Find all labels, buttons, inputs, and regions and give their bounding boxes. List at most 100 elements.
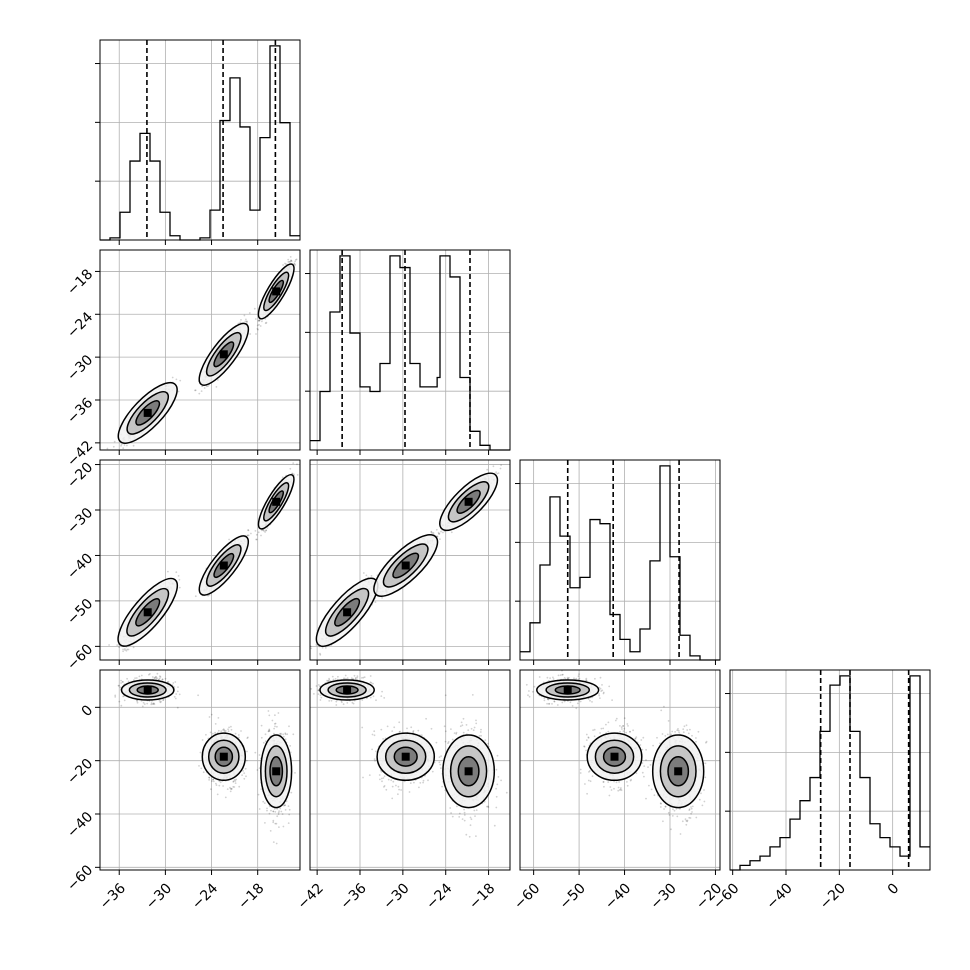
scatter-point <box>194 389 197 392</box>
y-tick-label: −50 <box>64 596 96 628</box>
scatter-point <box>227 730 230 733</box>
scatter-point <box>284 262 286 265</box>
scatter-point <box>262 741 265 744</box>
scatter-point <box>203 387 206 389</box>
scatter-point <box>244 767 247 770</box>
scatter-point <box>277 813 280 816</box>
scatter-point <box>138 675 141 678</box>
scatter-point <box>245 320 248 323</box>
scatter-point <box>205 733 207 736</box>
scatter-point <box>255 533 258 536</box>
scatter-point <box>279 807 282 810</box>
scatter-point <box>152 702 155 705</box>
scatter-point <box>229 790 232 793</box>
scatter-point <box>211 780 213 782</box>
scatter-point <box>271 719 274 722</box>
scatter-point <box>150 703 153 706</box>
scatter-point <box>272 821 275 824</box>
scatter-point <box>257 320 260 322</box>
scatter-point <box>205 385 208 388</box>
scatter-point <box>246 750 248 753</box>
scatter-point <box>286 733 289 736</box>
scatter-point <box>241 774 244 776</box>
scatter-point <box>248 312 251 314</box>
scatter-point <box>112 445 115 448</box>
scatter-point <box>232 786 235 788</box>
panel-3-1: −60−50−40−30−20 <box>64 459 301 674</box>
scatter-point <box>200 390 203 392</box>
density-peak <box>143 408 152 417</box>
scatter-point <box>210 713 213 716</box>
scatter-point <box>260 724 263 727</box>
scatter-point <box>160 700 162 703</box>
scatter-point <box>250 532 252 535</box>
scatter-point <box>117 684 120 687</box>
histogram-2 <box>310 255 510 451</box>
y-tick-label: 0 <box>79 702 97 720</box>
scatter-point <box>280 810 283 813</box>
scatter-point <box>310 647 313 650</box>
scatter-point <box>120 443 123 446</box>
scatter-point <box>290 259 292 262</box>
scatter-point <box>194 595 197 598</box>
scatter-point <box>222 785 225 787</box>
scatter-point <box>287 822 290 824</box>
scatter-point <box>224 796 227 799</box>
scatter-point <box>243 314 246 317</box>
scatter-point <box>260 736 263 739</box>
scatter-point <box>255 333 257 335</box>
scatter-point <box>288 725 290 728</box>
scatter-point <box>295 258 298 261</box>
scatter-point <box>212 780 215 783</box>
y-tick-label: −40 <box>64 550 96 582</box>
scatter-point <box>272 841 275 843</box>
scatter-point <box>127 680 130 683</box>
scatter-point <box>277 712 280 714</box>
scatter-point <box>108 644 110 646</box>
scatter-point <box>140 674 143 677</box>
scatter-point <box>315 644 318 646</box>
scatter-point <box>264 822 266 824</box>
scatter-point <box>284 738 287 741</box>
y-tick-label: −30 <box>64 505 96 537</box>
scatter-point <box>228 726 231 729</box>
scatter-point <box>289 745 292 747</box>
scatter-point <box>244 320 247 323</box>
scatter-point <box>217 729 220 732</box>
scatter-point <box>243 777 246 780</box>
scatter-point <box>257 328 259 331</box>
scatter-point <box>268 812 271 815</box>
scatter-point <box>292 462 295 464</box>
scatter-point <box>113 440 116 443</box>
scatter-point <box>122 648 124 651</box>
scatter-point <box>256 769 259 771</box>
scatter-point <box>120 704 123 707</box>
scatter-point <box>176 690 179 693</box>
scatter-point <box>201 739 204 741</box>
scatter-point <box>212 778 215 781</box>
scatter-point <box>257 531 260 534</box>
scatter-point <box>156 672 159 675</box>
x-tick-label: −36 <box>97 880 129 912</box>
scatter-point <box>198 392 201 395</box>
scatter-point <box>288 813 291 816</box>
scatter-point <box>124 649 126 651</box>
scatter-point <box>296 463 298 466</box>
scatter-point <box>261 320 263 323</box>
scatter-point <box>239 321 242 324</box>
scatter-point <box>226 788 229 790</box>
panel-frame <box>99 249 301 451</box>
scatter-point <box>220 730 223 732</box>
scatter-point <box>230 788 233 791</box>
scatter-point <box>167 570 169 573</box>
scatter-point <box>174 681 177 683</box>
scatter-point <box>254 530 257 532</box>
scatter-point <box>132 646 135 649</box>
scatter-point <box>270 809 272 812</box>
scatter-point <box>245 759 248 762</box>
scatter-point <box>245 775 247 778</box>
scatter-point <box>158 699 161 702</box>
scatter-point <box>264 733 267 736</box>
panel-2-1: −42−36−30−24−18 <box>64 249 301 470</box>
scatter-point <box>208 716 211 718</box>
